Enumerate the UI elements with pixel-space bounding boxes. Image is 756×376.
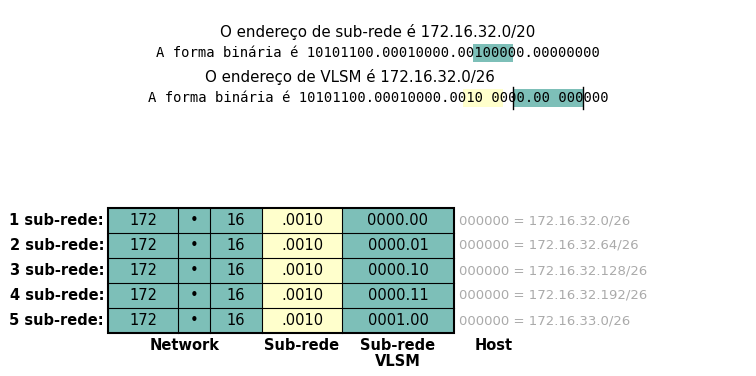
Bar: [342, 208, 454, 233]
Text: Host: Host: [475, 338, 513, 353]
Text: .0010: .0010: [281, 213, 323, 228]
Text: •: •: [190, 288, 198, 303]
Text: 000000 = 172.16.32.64/26: 000000 = 172.16.32.64/26: [459, 239, 639, 252]
Bar: [463, 89, 503, 107]
Bar: [262, 308, 342, 333]
Bar: [262, 258, 342, 283]
Text: •: •: [190, 213, 198, 228]
Text: A forma binária é 10101100.00010000.0010 0000.00 000000: A forma binária é 10101100.00010000.0010…: [147, 91, 609, 105]
Text: .0010: .0010: [281, 313, 323, 328]
Text: 0000.10: 0000.10: [367, 263, 429, 278]
Text: 5 sub-rede:: 5 sub-rede:: [9, 313, 104, 328]
Text: 3 sub-rede:: 3 sub-rede:: [10, 263, 104, 278]
Bar: [473, 44, 513, 62]
Text: 172: 172: [129, 213, 157, 228]
Text: O endereço de sub-rede é 172.16.32.0/20: O endereço de sub-rede é 172.16.32.0/20: [221, 24, 535, 40]
Text: 0000.11: 0000.11: [367, 288, 429, 303]
Bar: [108, 208, 178, 233]
Text: Sub-rede
VLSM: Sub-rede VLSM: [361, 338, 435, 369]
Text: 0001.00: 0001.00: [367, 313, 429, 328]
Bar: [262, 208, 342, 233]
Bar: [262, 233, 342, 258]
Text: 172: 172: [129, 238, 157, 253]
Text: •: •: [190, 238, 198, 253]
Bar: [210, 308, 262, 333]
Text: 4 sub-rede:: 4 sub-rede:: [10, 288, 104, 303]
Bar: [108, 233, 178, 258]
Text: 172: 172: [129, 263, 157, 278]
Text: O endereço de VLSM é 172.16.32.0/26: O endereço de VLSM é 172.16.32.0/26: [205, 69, 495, 85]
Text: 172: 172: [129, 313, 157, 328]
Text: 2 sub-rede:: 2 sub-rede:: [10, 238, 104, 253]
Text: Network: Network: [150, 338, 220, 353]
Bar: [342, 283, 454, 308]
Bar: [178, 208, 210, 233]
Bar: [262, 283, 342, 308]
Bar: [108, 283, 178, 308]
Text: 000000 = 172.16.32.128/26: 000000 = 172.16.32.128/26: [459, 264, 647, 277]
Text: 0000.01: 0000.01: [367, 238, 429, 253]
Bar: [178, 308, 210, 333]
Bar: [108, 308, 178, 333]
Bar: [210, 208, 262, 233]
Text: 000000 = 172.16.32.0/26: 000000 = 172.16.32.0/26: [459, 214, 631, 227]
Text: 0000.00: 0000.00: [367, 213, 429, 228]
Bar: [342, 308, 454, 333]
Bar: [178, 233, 210, 258]
Bar: [210, 233, 262, 258]
Text: •: •: [190, 313, 198, 328]
Text: 172: 172: [129, 288, 157, 303]
Text: Sub-rede: Sub-rede: [265, 338, 339, 353]
Text: .0010: .0010: [281, 238, 323, 253]
Text: 16: 16: [227, 238, 245, 253]
Text: 000000 = 172.16.32.192/26: 000000 = 172.16.32.192/26: [459, 289, 647, 302]
Text: 16: 16: [227, 213, 245, 228]
Bar: [178, 283, 210, 308]
Text: 000000 = 172.16.33.0/26: 000000 = 172.16.33.0/26: [459, 314, 631, 327]
Text: 1 sub-rede:: 1 sub-rede:: [9, 213, 104, 228]
Bar: [108, 258, 178, 283]
Bar: [178, 258, 210, 283]
Text: •: •: [190, 263, 198, 278]
Text: A forma binária é 10101100.00010000.00100000.00000000: A forma binária é 10101100.00010000.0010…: [156, 46, 600, 60]
Text: 16: 16: [227, 313, 245, 328]
Bar: [210, 283, 262, 308]
Text: .0010: .0010: [281, 288, 323, 303]
Bar: [210, 258, 262, 283]
Text: .0010: .0010: [281, 263, 323, 278]
Bar: [342, 258, 454, 283]
Text: 16: 16: [227, 288, 245, 303]
Bar: [342, 233, 454, 258]
Bar: [513, 89, 583, 107]
Text: 16: 16: [227, 263, 245, 278]
Bar: [108, 208, 454, 333]
